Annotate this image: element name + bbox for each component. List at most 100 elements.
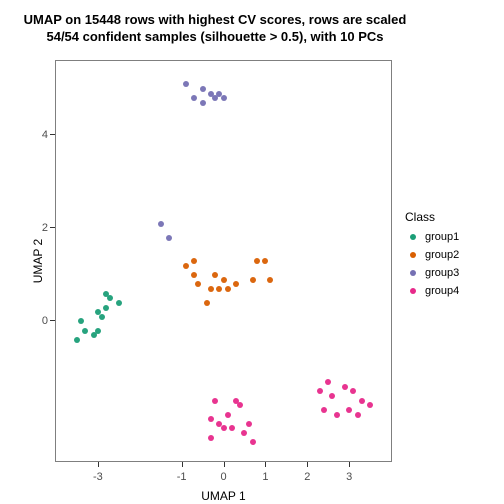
data-point xyxy=(103,305,109,311)
grid-line xyxy=(182,61,183,461)
data-point xyxy=(241,430,247,436)
y-tick-label: 0 xyxy=(42,315,56,327)
data-point xyxy=(208,286,214,292)
legend-label: group3 xyxy=(425,267,459,279)
data-point xyxy=(116,300,122,306)
x-axis-label: UMAP 1 xyxy=(201,489,245,503)
legend-label: group1 xyxy=(425,231,459,243)
data-point xyxy=(229,425,235,431)
data-point xyxy=(191,272,197,278)
grid-line xyxy=(98,61,99,461)
legend-swatch xyxy=(405,247,421,263)
data-point xyxy=(103,291,109,297)
data-point xyxy=(95,328,101,334)
data-point xyxy=(317,388,323,394)
scatter-chart: UMAP on 15448 rows with highest CV score… xyxy=(0,0,504,504)
x-tick xyxy=(349,462,350,467)
data-point xyxy=(166,235,172,241)
data-point xyxy=(221,277,227,283)
legend-item: group4 xyxy=(405,282,459,300)
data-point xyxy=(342,384,348,390)
legend-swatch xyxy=(405,265,421,281)
data-point xyxy=(74,337,80,343)
data-point xyxy=(233,281,239,287)
data-point xyxy=(325,379,331,385)
x-tick-label: -1 xyxy=(177,471,187,483)
chart-title: UMAP on 15448 rows with highest CV score… xyxy=(0,12,430,46)
plot-panel: UMAP 1 UMAP 2 -3-10123024 xyxy=(55,60,392,462)
grid-line xyxy=(56,320,391,321)
data-point xyxy=(225,286,231,292)
title-line-1: UMAP on 15448 rows with highest CV score… xyxy=(24,12,407,27)
legend-dot-icon xyxy=(410,252,416,258)
legend-dot-icon xyxy=(410,288,416,294)
legend-title: Class xyxy=(405,210,459,224)
data-point xyxy=(359,398,365,404)
data-point xyxy=(334,412,340,418)
data-point xyxy=(250,439,256,445)
data-point xyxy=(208,435,214,441)
data-point xyxy=(99,314,105,320)
y-tick-label: 4 xyxy=(42,129,56,141)
legend-swatch xyxy=(405,229,421,245)
data-point xyxy=(350,388,356,394)
title-line-2: 54/54 confident samples (silhouette > 0.… xyxy=(46,29,383,44)
data-point xyxy=(191,95,197,101)
data-point xyxy=(254,258,260,264)
data-point xyxy=(212,272,218,278)
data-point xyxy=(107,295,113,301)
data-point xyxy=(183,81,189,87)
x-tick-label: 3 xyxy=(346,471,352,483)
data-point xyxy=(329,393,335,399)
x-tick-label: 2 xyxy=(304,471,310,483)
legend-item: group3 xyxy=(405,264,459,282)
legend-swatch xyxy=(405,283,421,299)
data-point xyxy=(200,86,206,92)
grid-line xyxy=(224,61,225,461)
legend: Class group1 group2 group3 group4 xyxy=(405,210,459,300)
data-point xyxy=(78,318,84,324)
data-point xyxy=(262,258,268,264)
data-point xyxy=(321,407,327,413)
data-point xyxy=(355,412,361,418)
grid-line xyxy=(56,134,391,135)
x-tick-label: 0 xyxy=(220,471,226,483)
data-point xyxy=(221,425,227,431)
data-point xyxy=(346,407,352,413)
x-tick xyxy=(307,462,308,467)
y-axis-label: UMAP 2 xyxy=(31,239,45,283)
x-tick-label: -3 xyxy=(93,471,103,483)
legend-item: group2 xyxy=(405,246,459,264)
data-point xyxy=(208,416,214,422)
legend-item: group1 xyxy=(405,228,459,246)
grid-line xyxy=(307,61,308,461)
data-point xyxy=(191,258,197,264)
data-point xyxy=(200,100,206,106)
x-tick xyxy=(265,462,266,467)
grid-line xyxy=(56,227,391,228)
x-tick xyxy=(224,462,225,467)
data-point xyxy=(82,328,88,334)
x-tick xyxy=(182,462,183,467)
legend-label: group4 xyxy=(425,285,459,297)
x-tick-label: 1 xyxy=(262,471,268,483)
data-point xyxy=(237,402,243,408)
data-point xyxy=(221,95,227,101)
data-point xyxy=(212,398,218,404)
data-point xyxy=(204,300,210,306)
legend-label: group2 xyxy=(425,249,459,261)
data-point xyxy=(250,277,256,283)
data-point xyxy=(367,402,373,408)
data-point xyxy=(267,277,273,283)
legend-dot-icon xyxy=(410,234,416,240)
data-point xyxy=(183,263,189,269)
data-point xyxy=(246,421,252,427)
y-tick-label: 2 xyxy=(42,222,56,234)
data-point xyxy=(216,286,222,292)
data-point xyxy=(195,281,201,287)
data-point xyxy=(225,412,231,418)
legend-dot-icon xyxy=(410,270,416,276)
x-tick xyxy=(98,462,99,467)
data-point xyxy=(158,221,164,227)
grid-line xyxy=(349,61,350,461)
